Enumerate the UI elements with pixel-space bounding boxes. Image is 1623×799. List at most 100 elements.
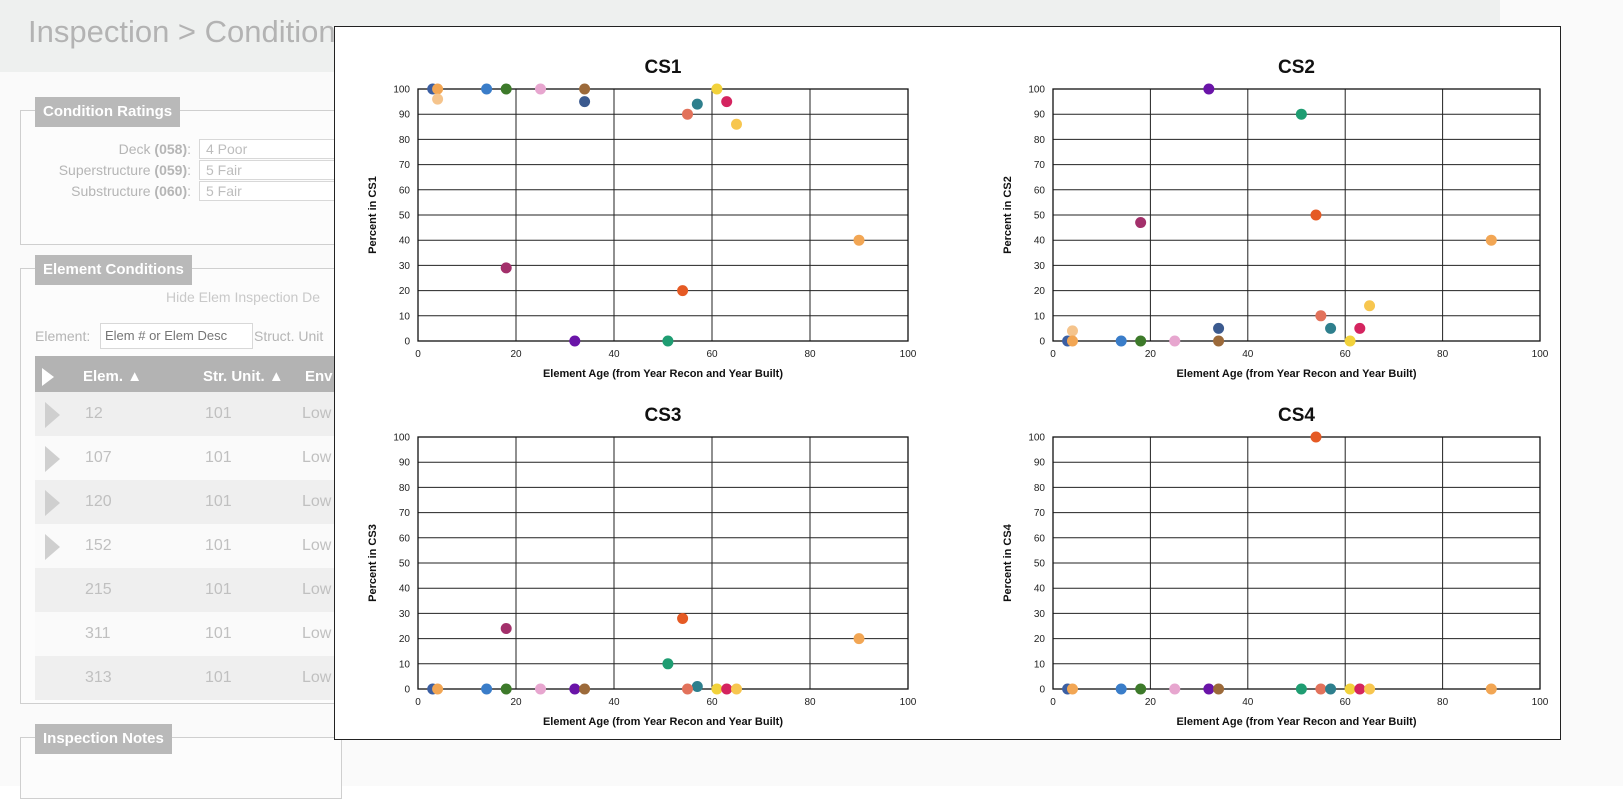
cs2-x-tick-label: 40: [1242, 349, 1254, 360]
table-row[interactable]: 12 101 Low: [35, 392, 335, 436]
cs1-data-point: [500, 262, 512, 274]
cs3-y-tick-label: 90: [399, 458, 411, 469]
cs3-data-point: [500, 623, 512, 635]
cs1-data-point: [691, 98, 703, 110]
cs2-data-point: [1203, 83, 1215, 95]
column-header-elem[interactable]: Elem. ▲: [83, 368, 143, 385]
cs3-y-tick-label: 0: [404, 685, 410, 696]
cs1-y-tick-label: 30: [399, 261, 411, 272]
struct-unit-label: Struct. Unit: [254, 328, 324, 344]
cs1-x-axis-label: Element Age (from Year Recon and Year Bu…: [543, 368, 783, 380]
table-row[interactable]: 311 101 Low: [35, 612, 335, 656]
hide-elem-inspection-link[interactable]: Hide Elem Inspection De: [166, 289, 321, 305]
cs4-data-point: [1364, 683, 1376, 695]
cs4-data-point: [1066, 683, 1078, 695]
cs3-data-point: [662, 658, 674, 670]
column-header-env[interactable]: Env: [305, 368, 333, 385]
cs2-data-point: [1066, 325, 1078, 337]
cs4-y-tick-label: 80: [1034, 483, 1046, 494]
cs2-data-point: [1295, 108, 1307, 120]
cs1-y-tick-label: 80: [399, 135, 411, 146]
cs2-y-tick-label: 40: [1034, 236, 1046, 247]
cs4-y-tick-label: 40: [1034, 584, 1046, 595]
cs4-data-point: [1295, 683, 1307, 695]
cs4-data-point: [1310, 431, 1322, 443]
cs2-y-tick-label: 20: [1034, 286, 1046, 297]
cs3-data-point: [677, 612, 689, 624]
cs1-y-tick-label: 70: [399, 160, 411, 171]
cs1-data-point: [535, 83, 546, 95]
table-row[interactable]: 313 101 Low: [35, 656, 335, 700]
expand-all-icon[interactable]: [42, 368, 54, 386]
cs-scatter-charts: CS1 0 10 20 30 40 50 60 70 80 90 100 0 20 40 60 80 100 Ele…: [367, 57, 1549, 728]
cs2-data-point: [1315, 310, 1327, 322]
cs2-y-tick-label: 100: [1028, 85, 1045, 96]
cs1-data-point: [481, 83, 493, 95]
table-row[interactable]: 152 101 Low: [35, 524, 335, 568]
cs1-y-tick-label: 10: [399, 311, 411, 322]
cs1-data-point: [853, 234, 865, 246]
expand-row-icon[interactable]: [45, 490, 60, 516]
cs3-y-tick-label: 20: [399, 634, 411, 645]
cs3-data-point: [481, 683, 493, 695]
cs2-y-tick-label: 0: [1039, 337, 1045, 348]
cs1-y-tick-label: 20: [399, 286, 411, 297]
cs4-y-tick-label: 30: [1034, 609, 1046, 620]
chart-overlay-panel: CS1 0 10 20 30 40 50 60 70 80 90 100 0 20 40 60 80 100 Ele…: [334, 26, 1561, 740]
cs1-x-tick-label: 100: [900, 349, 917, 360]
cs1-chart-title: CS1: [645, 57, 682, 78]
cs1-data-point: [731, 118, 742, 130]
cs2-data-point: [1354, 322, 1366, 334]
superstructure-rating-field[interactable]: 5 Fair: [199, 160, 357, 180]
cs2-y-tick-label: 60: [1034, 185, 1046, 196]
cs2-y-tick-label: 50: [1034, 211, 1046, 222]
cs2-x-tick-label: 0: [1050, 349, 1056, 360]
cs1-x-tick-label: 60: [706, 349, 718, 360]
column-header-str-unit[interactable]: Str. Unit. ▲: [203, 368, 284, 385]
str-unit-cell: 101: [205, 669, 232, 686]
cs1-data-point: [721, 96, 733, 108]
cs3-x-tick-label: 60: [706, 697, 718, 708]
cs3-data-point: [535, 683, 546, 695]
element-conditions-tab: Element Conditions: [35, 255, 192, 285]
table-row[interactable]: 120 101 Low: [35, 480, 335, 524]
element-filter-input[interactable]: [100, 323, 253, 349]
cs4-data-point: [1315, 683, 1327, 695]
elem-cell: 311: [85, 625, 111, 642]
table-row[interactable]: 107 101 Low: [35, 436, 335, 480]
cs2-x-tick-label: 80: [1437, 349, 1449, 360]
cs3-x-tick-label: 0: [415, 697, 421, 708]
cs4-data-point: [1115, 683, 1127, 695]
expand-row-icon[interactable]: [45, 402, 60, 428]
cs4-x-tick-label: 60: [1340, 697, 1352, 708]
cs1-y-tick-label: 40: [399, 236, 411, 247]
str-unit-cell: 101: [205, 405, 232, 422]
rating-row-superstructure: Superstructure (059): 5 Fair: [21, 160, 357, 180]
cs1-data-point: [579, 96, 591, 108]
cs4-data-point: [1344, 683, 1356, 695]
cs2-data-point: [1213, 322, 1225, 334]
table-row[interactable]: 215 101 Low: [35, 568, 335, 612]
cs4-chart-title: CS4: [1278, 405, 1315, 426]
expand-row-icon[interactable]: [45, 446, 60, 472]
cs2-data-point: [1344, 335, 1356, 347]
cs2-data-point: [1169, 335, 1181, 347]
deck-rating-field[interactable]: 4 Poor: [199, 139, 357, 159]
cs1-y-tick-label: 50: [399, 211, 411, 222]
cs2-x-axis-label: Element Age (from Year Recon and Year Bu…: [1176, 368, 1416, 380]
cs3-x-tick-label: 100: [900, 697, 917, 708]
cs4-data-point: [1203, 683, 1215, 695]
str-unit-cell: 101: [205, 537, 232, 554]
env-cell: Low: [302, 669, 332, 686]
expand-row-icon[interactable]: [45, 534, 60, 560]
elem-cell: 12: [85, 405, 103, 422]
cs2-data-point: [1213, 335, 1225, 347]
cs1-data-point: [500, 83, 512, 95]
cs4-data-point: [1325, 683, 1337, 695]
cs3-data-point: [569, 683, 581, 695]
elem-cell: 120: [85, 493, 112, 510]
cs3-chart-title: CS3: [645, 405, 682, 426]
cs1-data-point: [662, 335, 674, 347]
substructure-rating-field[interactable]: 5 Fair: [199, 181, 357, 201]
cs2-y-tick-label: 70: [1034, 160, 1046, 171]
